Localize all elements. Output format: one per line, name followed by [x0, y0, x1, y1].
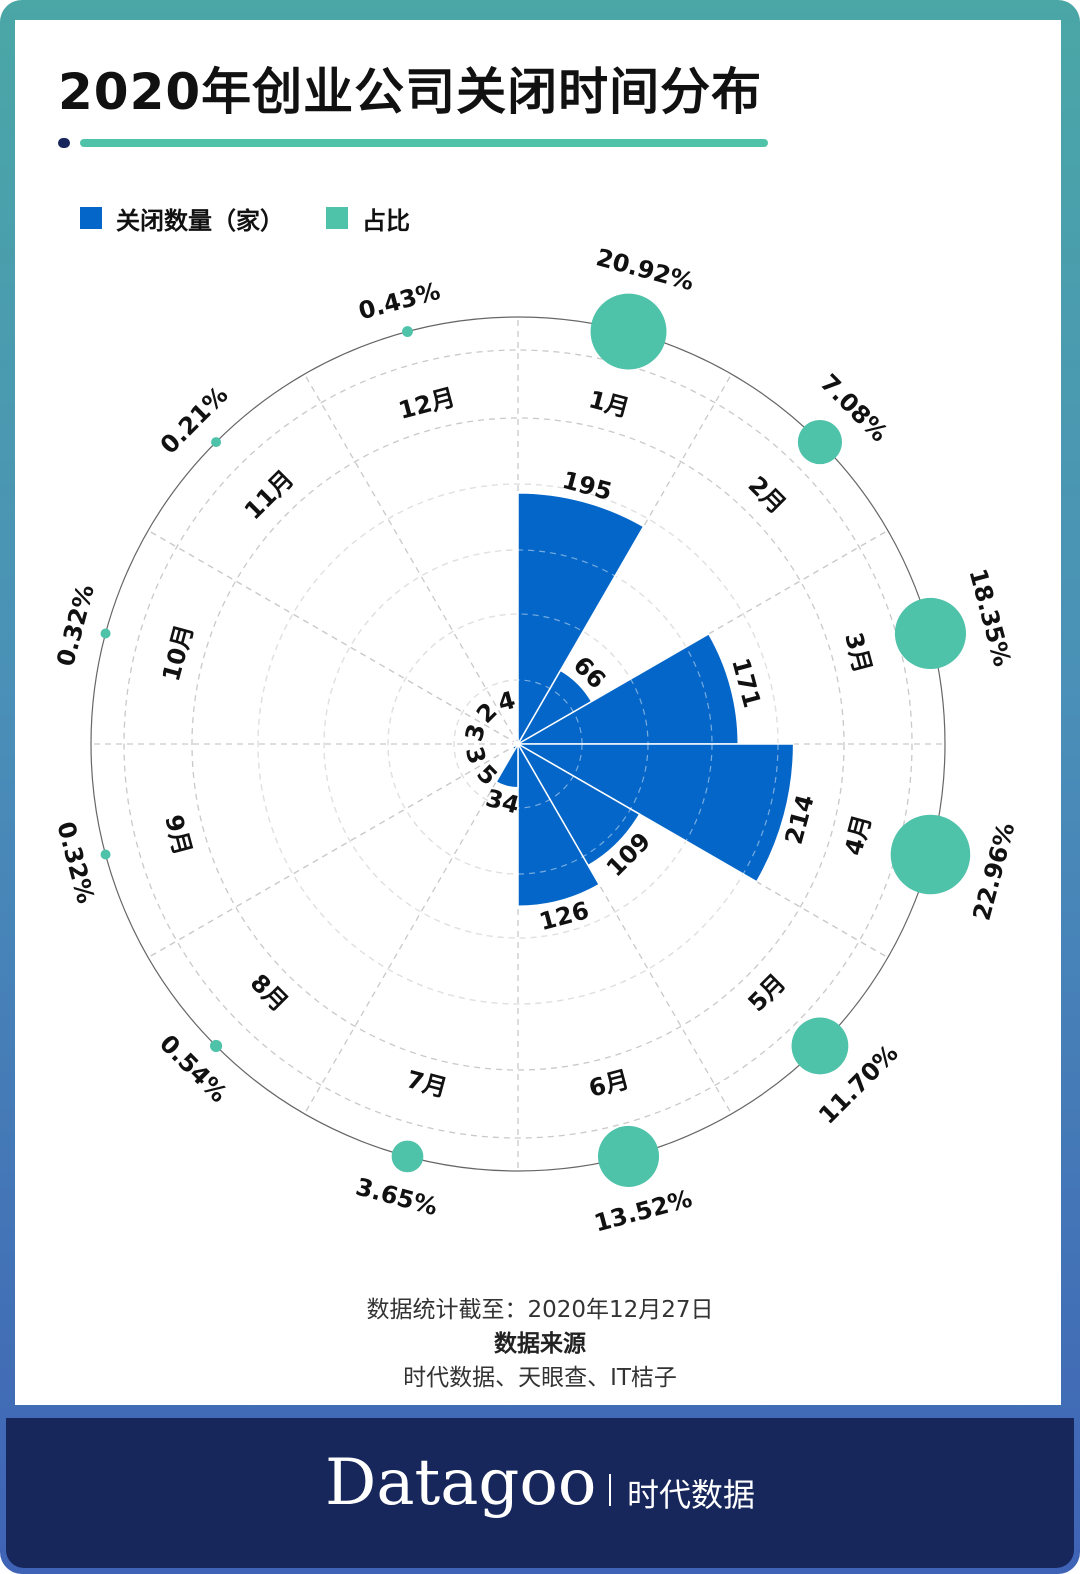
month-label-11: 11月	[239, 465, 299, 525]
title-underline-bar	[80, 139, 768, 147]
month-label-4: 4月	[839, 812, 877, 859]
grid-spoke	[303, 743, 519, 1115]
share-circle-12	[402, 326, 413, 337]
share-label-6: 13.52%	[591, 1185, 695, 1238]
bar-1	[517, 492, 645, 747]
share-label-4: 22.96%	[968, 820, 1021, 924]
month-label-7: 7月	[404, 1065, 451, 1103]
month-label-5: 5月	[743, 969, 792, 1018]
legend-item-share: 占比	[326, 203, 410, 235]
share-label-8: 0.54%	[154, 1029, 233, 1108]
cutoff-note: 数据统计截至：2020年12月27日	[366, 1297, 714, 1323]
value-label-7: 34	[483, 784, 523, 820]
bar-3	[515, 632, 739, 745]
share-circle-11	[211, 437, 222, 448]
grid-ring-overlay	[453, 679, 583, 809]
grid-spoke	[147, 529, 519, 745]
bar-4	[515, 743, 795, 883]
brand-cn-name: 时代数据	[627, 1476, 756, 1514]
share-label-9: 0.32%	[51, 819, 100, 907]
legend-swatch-share	[326, 207, 348, 229]
share-circle-6	[597, 1125, 660, 1187]
value-label-9: 3	[460, 744, 491, 767]
month-label-8: 8月	[245, 969, 294, 1018]
share-circle-9	[100, 849, 111, 860]
brand-separator	[609, 1474, 611, 1506]
share-label-11: 0.21%	[155, 381, 234, 460]
legend-label-count: 关闭数量（家）	[116, 206, 284, 235]
page-title: 2020年创业公司关闭时间分布	[58, 63, 763, 121]
month-label-2: 2月	[743, 471, 792, 520]
value-label-10: 3	[460, 721, 491, 744]
month-label-12: 12月	[396, 383, 459, 425]
share-circle-1	[590, 293, 667, 370]
source-title: 数据来源	[494, 1331, 586, 1357]
month-label-6: 6月	[586, 1065, 633, 1103]
share-label-1: 20.92%	[593, 243, 697, 296]
grid-ring	[191, 417, 845, 1071]
month-label-1: 1月	[586, 385, 633, 423]
grid-ring	[123, 349, 913, 1139]
footer-band	[6, 1418, 1074, 1568]
share-label-3: 18.35%	[963, 566, 1016, 670]
share-circle-2	[797, 419, 843, 465]
bar-7	[495, 741, 519, 789]
title-underline-dot	[58, 138, 70, 148]
share-circle-8	[209, 1039, 223, 1053]
share-label-12: 0.43%	[356, 277, 444, 326]
share-circle-10	[100, 628, 111, 639]
bar-12	[514, 738, 519, 747]
grid-spoke	[147, 743, 519, 959]
share-label-10: 0.32%	[51, 582, 100, 670]
grid-ring-overlay	[387, 613, 649, 875]
grid-ring-overlay	[323, 549, 713, 939]
bar-6	[517, 741, 601, 908]
legend-swatch-count	[80, 207, 102, 229]
share-circle-5	[791, 1017, 849, 1075]
share-circle-4	[890, 814, 971, 895]
legend-label-share: 占比	[362, 206, 410, 235]
month-label-9: 9月	[159, 812, 197, 859]
brand-logo: Datagoo	[325, 1446, 597, 1520]
outer-ring	[90, 316, 946, 1172]
grid-spoke	[303, 373, 519, 745]
month-label-3: 3月	[839, 630, 877, 677]
value-label-12: 4	[495, 686, 518, 717]
legend-item-count: 关闭数量（家）	[80, 203, 284, 235]
grid-ring-overlay	[257, 483, 779, 1005]
share-circle-7	[391, 1140, 424, 1173]
month-label-10: 10月	[157, 622, 199, 685]
source-text: 时代数据、天眼查、IT桔子	[403, 1365, 677, 1391]
share-circle-3	[894, 597, 967, 670]
share-label-7: 3.65%	[353, 1173, 441, 1222]
